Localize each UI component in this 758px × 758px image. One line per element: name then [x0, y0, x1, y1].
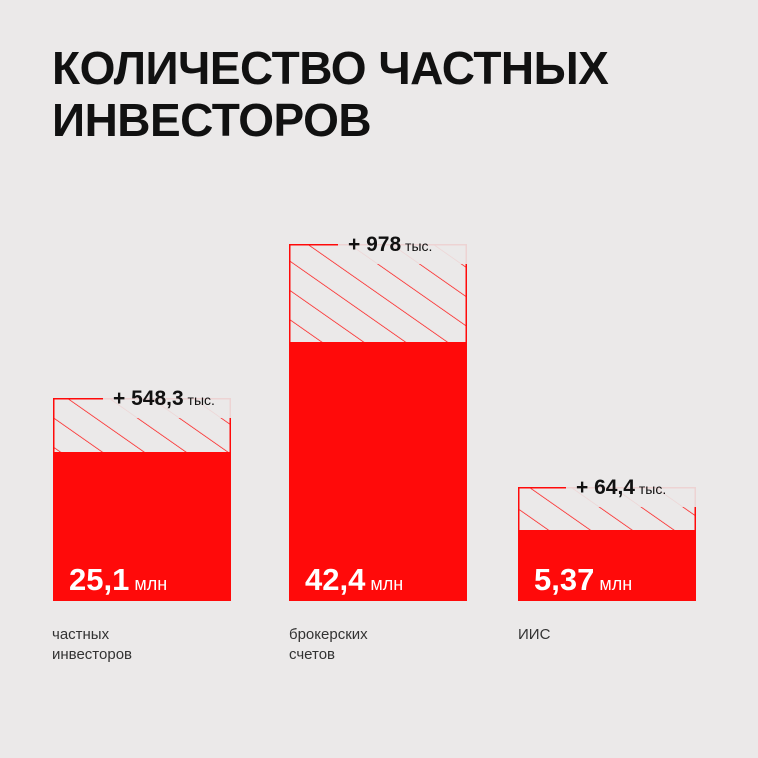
chart-title-line-2: ИНВЕСТОРОВ [52, 94, 372, 146]
bar-group-0: 25,1 млн + 548,3 тыс. [53, 378, 249, 601]
bar [289, 342, 467, 601]
increment-badge [566, 467, 704, 507]
bar [518, 530, 696, 601]
category-label-iis: ИИС [518, 626, 551, 643]
chart-title-line-1: КОЛИЧЕСТВО ЧАСТНЫХ [52, 42, 609, 94]
bar [53, 452, 231, 601]
bar-value-label: 25,1 млн [69, 562, 167, 597]
category-label-private-investors: частных инвесторов [52, 626, 133, 663]
bar-group-1: 42,4 млн + 978 тыс. [289, 224, 476, 601]
increment-label: + 978 тыс. [348, 233, 432, 256]
increment-badge [338, 224, 476, 264]
bar-value-label: 42,4 млн [305, 562, 403, 597]
increment-badge [103, 378, 249, 418]
bar-value-label: 5,37 млн [534, 562, 632, 597]
increment-label: + 64,4 тыс. [576, 476, 666, 499]
bar-group-2: 5,37 млн + 64,4 тыс. [518, 467, 704, 601]
increment-label: + 548,3 тыс. [113, 387, 215, 410]
chart-title: КОЛИЧЕСТВО ЧАСТНЫХ ИНВЕСТОРОВ [52, 42, 609, 146]
category-label-brokerage-accounts: брокерских счетов [289, 626, 368, 663]
